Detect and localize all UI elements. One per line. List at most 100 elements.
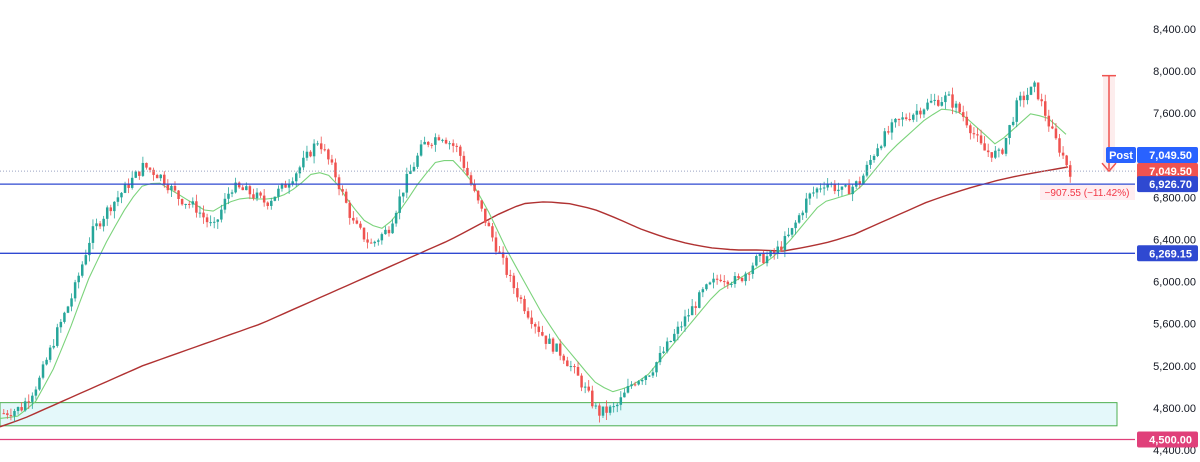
- candle-body: [277, 188, 280, 197]
- post-price-tag-bg: [1137, 147, 1198, 163]
- candle-body: [797, 215, 801, 223]
- candle-body: [815, 188, 819, 193]
- last-price-tag-bg: [1137, 163, 1198, 179]
- candle-body: [805, 198, 808, 213]
- candle-body: [548, 338, 551, 344]
- candle-body: [737, 276, 740, 279]
- candle-body: [658, 352, 662, 363]
- candle-body: [327, 149, 330, 160]
- candle-body: [377, 240, 380, 242]
- candle-body: [890, 122, 894, 133]
- candle-body: [387, 229, 391, 234]
- candle-body: [669, 340, 672, 342]
- candle-body: [708, 282, 712, 285]
- candle-body: [1047, 115, 1051, 127]
- candle-body: [31, 395, 34, 402]
- price-tags: Post 7,049.507,049.506,926.706,269.154,50…: [1106, 147, 1198, 448]
- candle-body: [384, 229, 387, 235]
- candle-body: [687, 315, 690, 317]
- candle-body: [120, 192, 123, 198]
- level-tag-1-bg: [1137, 245, 1198, 262]
- y-tick-label: 6,800.00: [1153, 192, 1196, 204]
- candle-body: [591, 390, 594, 407]
- candle-body: [13, 410, 16, 416]
- candle-body: [897, 118, 901, 120]
- candle-body: [840, 186, 844, 190]
- y-tick-label: 5,600.00: [1153, 319, 1196, 331]
- candle-body: [965, 116, 969, 126]
- candle-body: [248, 186, 252, 195]
- candle-body: [787, 234, 790, 237]
- candle-body: [402, 192, 405, 197]
- candle-body: [330, 159, 334, 163]
- candle-body: [27, 401, 30, 403]
- candle-body: [430, 144, 434, 146]
- candle-body: [961, 112, 965, 117]
- candle-body: [947, 94, 951, 96]
- candle-body: [498, 251, 501, 253]
- candle-body: [216, 219, 220, 222]
- candle-body: [1044, 101, 1047, 116]
- candle-body: [637, 381, 640, 385]
- candle-body: [780, 246, 783, 250]
- candle-body: [847, 185, 851, 195]
- support-zone-layer: [0, 402, 1118, 427]
- y-tick-label: 4,800.00: [1153, 403, 1196, 415]
- candle-body: [879, 146, 883, 149]
- candle-body: [808, 193, 812, 199]
- candle-body: [908, 119, 911, 121]
- candle-body: [665, 341, 669, 352]
- candle-body: [323, 149, 327, 151]
- candle-body: [41, 364, 45, 378]
- candle-body: [476, 190, 480, 201]
- candle-body: [701, 289, 705, 293]
- candle-body: [405, 173, 409, 193]
- candle-body: [412, 166, 416, 172]
- candle-body: [334, 162, 337, 178]
- candle-body: [762, 253, 765, 264]
- candle-body: [234, 182, 237, 193]
- candle-body: [523, 298, 526, 312]
- candle-body: [295, 173, 298, 182]
- candle-body: [1008, 125, 1011, 138]
- candle-body: [180, 198, 184, 205]
- candle-body: [894, 118, 897, 123]
- candle-body: [109, 207, 113, 212]
- candle-body: [312, 143, 316, 157]
- candle-body: [1001, 149, 1004, 154]
- candle-body: [605, 406, 608, 413]
- candle-body: [919, 110, 922, 115]
- candle-body: [77, 275, 80, 283]
- candle-body: [245, 186, 248, 191]
- candle-body: [437, 137, 441, 141]
- y-tick-label: 5,200.00: [1153, 361, 1196, 373]
- candle-body: [1022, 95, 1026, 101]
- candle-body: [580, 375, 583, 388]
- candle-body: [901, 117, 904, 120]
- candle-body: [505, 257, 508, 275]
- post-badge-bg: [1106, 147, 1136, 163]
- candle-body: [872, 156, 876, 160]
- level-tag-1: 6,269.15: [1149, 248, 1192, 260]
- candle-body: [883, 131, 886, 147]
- candles-layer: [2, 80, 1072, 423]
- candle-body: [794, 222, 797, 229]
- candle-body: [633, 384, 637, 386]
- candle-body: [348, 202, 351, 218]
- candle-body: [705, 284, 708, 290]
- candle-body: [484, 208, 487, 223]
- candle-body: [594, 405, 598, 407]
- sma-slow-layer: [0, 166, 1069, 428]
- candle-body: [904, 117, 908, 120]
- candle-body: [1019, 95, 1022, 101]
- candle-body: [990, 152, 993, 158]
- candle-body: [316, 143, 319, 145]
- candle-body: [394, 212, 398, 224]
- candle-body: [619, 397, 623, 405]
- y-tick-label: 6,400.00: [1153, 235, 1196, 247]
- price-axis[interactable]: 4,400.00 4,800.00 5,200.00 5,600.00 6,000.00…: [1153, 24, 1196, 457]
- candle-body: [537, 326, 541, 333]
- candle-body: [755, 255, 758, 266]
- candle-body: [127, 183, 130, 188]
